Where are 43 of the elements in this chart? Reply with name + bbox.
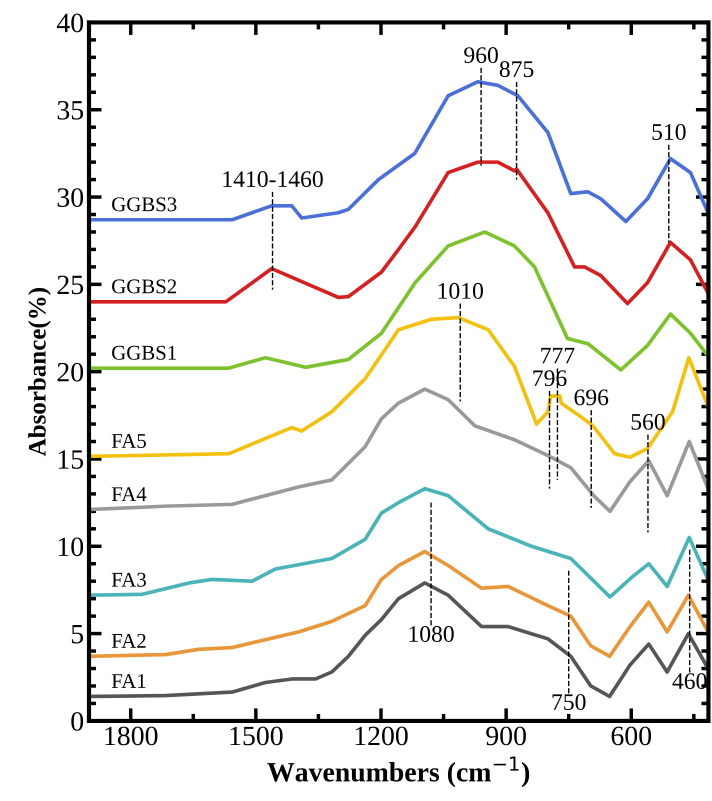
y-axis-title: Absorbance(%) <box>28 288 51 456</box>
annotation: 1010 <box>438 282 483 299</box>
y-tick-label: 0 <box>71 712 84 731</box>
x-tick-label: 1800 <box>105 726 158 746</box>
x-tick-label: 600 <box>612 726 652 746</box>
x-tick-label: 1500 <box>230 726 283 746</box>
series-label: GGBS2 <box>112 279 176 294</box>
annotation: 696 <box>574 389 608 406</box>
line-series <box>89 160 708 306</box>
annotation: 460 <box>672 673 706 690</box>
annotation: 1080 <box>410 626 454 642</box>
annotation: 1410-1460 <box>223 171 323 188</box>
y-tick-label: 5 <box>72 625 84 644</box>
annotation: 875 <box>500 61 534 78</box>
series-label: FA4 <box>112 487 146 502</box>
y-tick-label: 35 <box>58 100 84 120</box>
line-series <box>89 230 708 372</box>
line-series <box>89 387 708 514</box>
y-tick-label: 20 <box>58 362 84 382</box>
y-tick-label: 25 <box>58 276 84 294</box>
series-label: FA5 <box>112 434 146 448</box>
y-tick-label: 40 <box>56 14 84 32</box>
y-tick-label: 10 <box>58 537 84 556</box>
line-series <box>89 316 708 460</box>
annotation: 960 <box>464 47 498 64</box>
y-tick-label: 15 <box>58 450 84 469</box>
annotation: 750 <box>552 694 586 710</box>
series-label: FA1 <box>112 674 146 688</box>
annotation: 796 <box>533 370 567 386</box>
series-label: GGBS3 <box>112 197 176 212</box>
line-series <box>89 550 708 658</box>
x-axis-title: Wavenumbers (cm$^{−1}$) <box>267 756 530 788</box>
annotation: 560 <box>632 414 665 430</box>
line-series <box>89 486 708 599</box>
series-label: FA2 <box>112 634 146 648</box>
annotation: 777 <box>541 348 574 364</box>
series-label: FA3 <box>112 572 146 587</box>
line-series <box>89 80 708 224</box>
series-label: GGBS1 <box>112 346 176 360</box>
x-tick-label: 1200 <box>356 726 408 746</box>
y-tick-label: 30 <box>58 188 84 207</box>
annotation: 510 <box>652 124 686 140</box>
x-tick-label: 900 <box>486 726 526 746</box>
